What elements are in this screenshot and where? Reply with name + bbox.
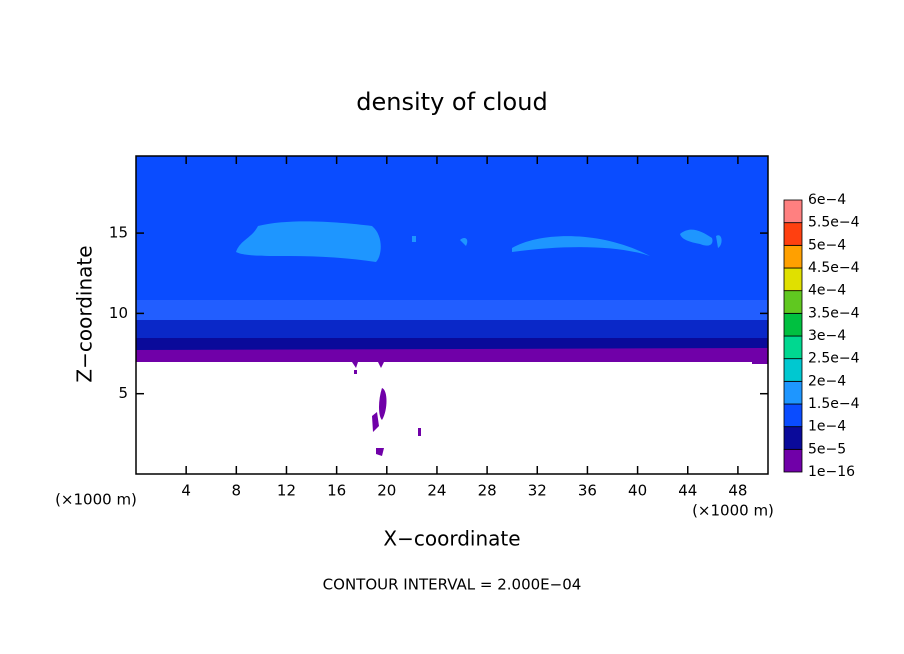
y-axis-label: Z−coordinate (73, 245, 97, 382)
colorbar-label: 4.5e−4 (808, 260, 860, 276)
colorbar-label: 5e−5 (808, 441, 846, 457)
colorbar-box (783, 290, 803, 314)
x-tick-label: 40 (628, 482, 647, 500)
plot-frame (135, 155, 769, 475)
colorbar-label: 1e−4 (808, 419, 846, 435)
x-tick-label: 48 (728, 482, 747, 500)
colorbar-box (783, 403, 803, 428)
colorbar-label: 5e−4 (808, 237, 846, 253)
x-tick-label: 8 (232, 482, 242, 500)
colorbar-box (783, 244, 803, 269)
x-axis-label: X−coordinate (383, 527, 520, 551)
colorbar-box (783, 358, 803, 382)
x-tick-label: 24 (427, 482, 446, 500)
colorbar-label: 1.5e−4 (808, 396, 860, 412)
contour-blob (512, 236, 650, 256)
contour-interval: CONTOUR INTERVAL = 2.000E−04 (323, 576, 582, 594)
x-tick-label: 12 (277, 482, 296, 500)
y-tick-label: 10 (109, 304, 128, 322)
colorbar-box (783, 312, 803, 337)
colorbar-box (783, 426, 803, 450)
colorbar-box (783, 448, 803, 473)
contour-blob (236, 221, 381, 262)
colorbar-label: 4e−4 (808, 283, 846, 299)
x-tick-label: 44 (678, 482, 697, 500)
x-tick-label: 4 (181, 482, 191, 500)
colorbar-box (783, 267, 803, 292)
colorbar-label: 6e−4 (808, 192, 846, 208)
y-unit: (×1000 m) (55, 491, 137, 509)
x-tick-label: 28 (478, 482, 497, 500)
contour-speck (352, 362, 421, 456)
x-tick-label: 36 (578, 482, 597, 500)
colorbar-label: 2.5e−4 (808, 351, 860, 367)
contour-band (136, 348, 768, 364)
x-tick-label: 16 (327, 482, 346, 500)
y-tick-label: 15 (109, 224, 128, 242)
colorbar-box (783, 335, 803, 360)
colorbar-label: 3.5e−4 (808, 305, 860, 321)
colorbar-box (783, 380, 803, 405)
colorbar-box (783, 199, 803, 224)
colorbar-label: 1e−16 (808, 464, 855, 480)
colorbar-label: 3e−4 (808, 328, 846, 344)
colorbar-label: 5.5e−4 (808, 215, 860, 231)
x-tick-label: 20 (377, 482, 396, 500)
y-tick-label: 5 (118, 384, 128, 402)
contour-band (136, 156, 768, 192)
contour-band (136, 300, 768, 322)
colorbar-label: 2e−4 (808, 373, 846, 389)
x-unit: (×1000 m) (692, 502, 774, 520)
contour-band (136, 320, 768, 342)
contour-band (136, 338, 768, 351)
contour-blob (680, 229, 722, 248)
x-tick-label: 32 (528, 482, 547, 500)
chart-title: density of cloud (356, 88, 547, 116)
colorbar-box (783, 222, 803, 246)
